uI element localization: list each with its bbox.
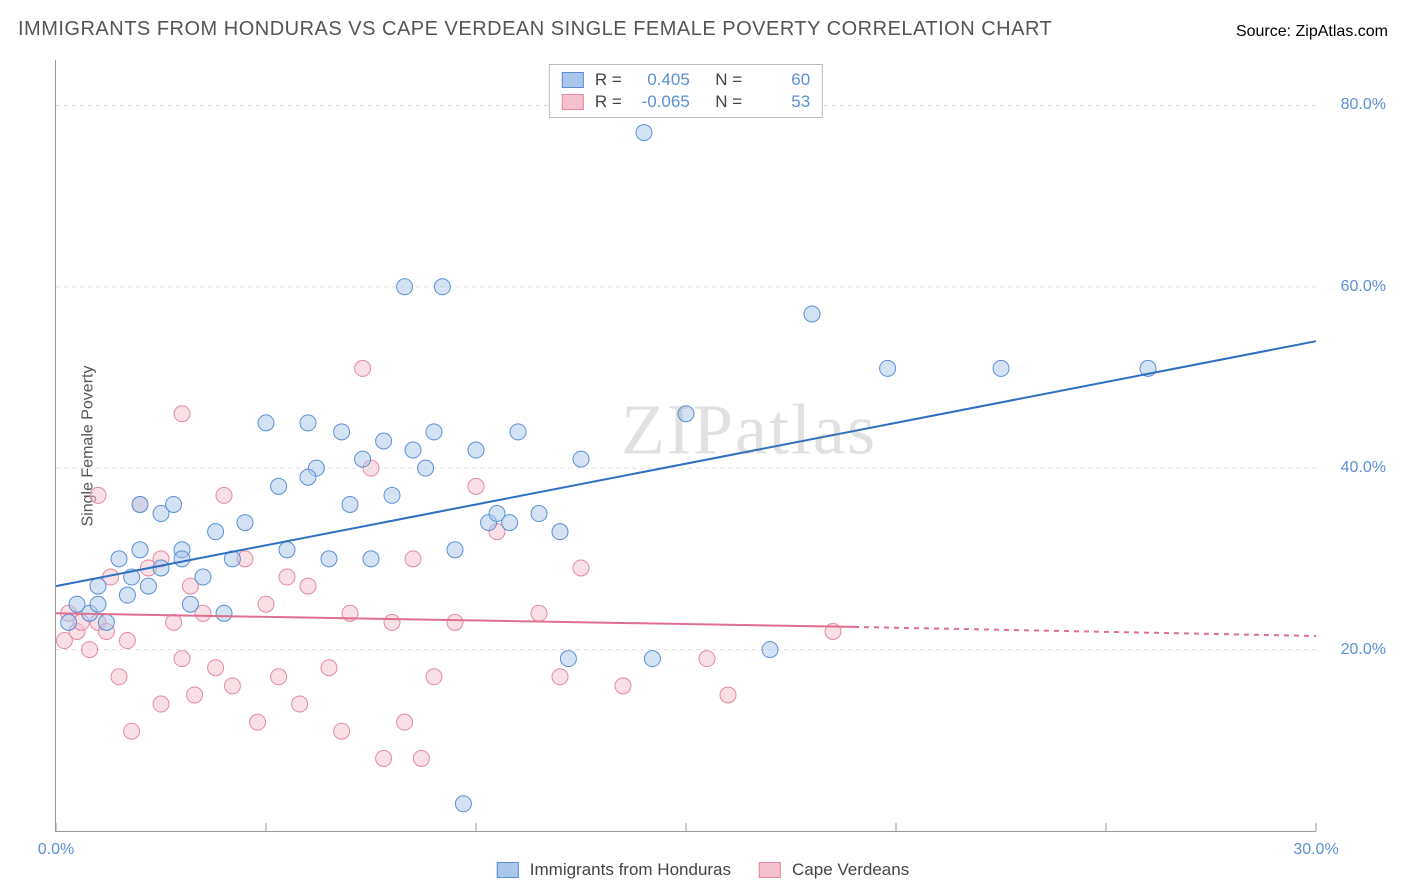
y-tick-label: 80.0% <box>1341 96 1386 114</box>
legend-label-capeverde: Cape Verdeans <box>792 860 909 880</box>
source: Source: ZipAtlas.com <box>1236 23 1388 41</box>
swatch-capeverde-icon <box>759 862 781 878</box>
legend-item-honduras: Immigrants from Honduras <box>497 860 731 880</box>
swatch-honduras-icon <box>497 862 519 878</box>
y-tick-label: 20.0% <box>1341 641 1386 659</box>
n-label: N = <box>715 92 742 112</box>
legend-label-honduras: Immigrants from Honduras <box>530 860 731 880</box>
r-value-capeverde: -0.065 <box>630 92 690 112</box>
swatch-capeverde <box>562 94 584 110</box>
chart-title: IMMIGRANTS FROM HONDURAS VS CAPE VERDEAN… <box>18 18 1052 41</box>
x-tick-label: 30.0% <box>1293 841 1338 859</box>
swatch-honduras <box>562 72 584 88</box>
n-value-honduras: 60 <box>750 70 810 90</box>
r-value-honduras: 0.405 <box>630 70 690 90</box>
correlation-legend: R = 0.405 N = 60 R = -0.065 N = 53 <box>549 64 823 118</box>
source-prefix: Source: <box>1236 23 1296 40</box>
legend-item-capeverde: Cape Verdeans <box>759 860 909 880</box>
r-label: R = <box>595 70 622 90</box>
n-value-capeverde: 53 <box>750 92 810 112</box>
x-tick-label: 0.0% <box>38 841 74 859</box>
n-label: N = <box>715 70 742 90</box>
y-tick-label: 60.0% <box>1341 278 1386 296</box>
series-legend: Immigrants from Honduras Cape Verdeans <box>497 860 909 880</box>
r-label: R = <box>595 92 622 112</box>
legend-row-honduras: R = 0.405 N = 60 <box>562 69 810 91</box>
y-tick-label: 40.0% <box>1341 459 1386 477</box>
plot-area: R = 0.405 N = 60 R = -0.065 N = 53 ZIPat… <box>55 60 1316 832</box>
source-name: ZipAtlas.com <box>1296 23 1388 40</box>
legend-row-capeverde: R = -0.065 N = 53 <box>562 91 810 113</box>
scatter-chart <box>56 60 1316 831</box>
